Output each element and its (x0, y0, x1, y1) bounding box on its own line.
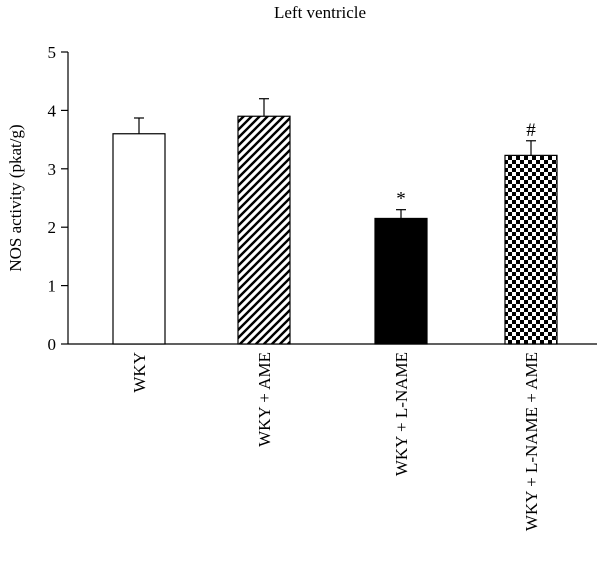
x-tick-labels: WKY WKY + AME WKY + L-NAME WKY + L-NAME + A… (130, 352, 541, 531)
bars: *# (112, 98, 558, 345)
chart-title: Left ventricle (274, 3, 366, 22)
x-tick-label: WKY + L-NAME + AME (522, 352, 541, 531)
y-tick-label: 5 (48, 43, 57, 62)
y-tick-label: 0 (48, 335, 57, 354)
significance-annotation: * (396, 189, 406, 210)
y-tick-label: 1 (48, 277, 57, 296)
bar (504, 154, 558, 345)
y-tick-label: 4 (48, 101, 57, 120)
bar (374, 217, 428, 345)
y-tick-label: 3 (48, 160, 57, 179)
x-tick-label: WKY + L-NAME (392, 352, 411, 476)
bar (112, 133, 166, 345)
y-axis-label: NOS activity (pkat/g) (6, 124, 25, 271)
x-tick-label: WKY + AME (255, 352, 274, 447)
significance-annotation: # (526, 120, 536, 141)
bar (237, 115, 291, 345)
y-tick-label: 2 (48, 218, 57, 237)
y-ticks: 0 1 2 3 4 5 (48, 43, 68, 354)
x-tick-label: WKY (130, 352, 149, 393)
